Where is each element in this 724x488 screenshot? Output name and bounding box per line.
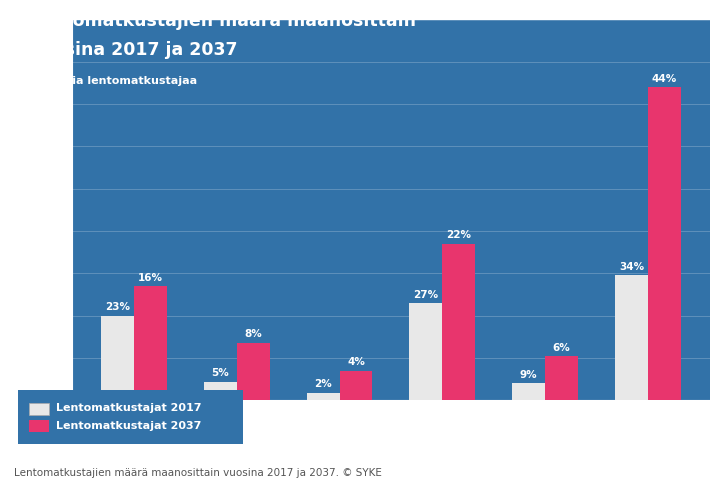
Bar <box>340 370 372 400</box>
Text: 2%: 2% <box>314 379 332 389</box>
Text: Miljardia lentomatkustajaa: Miljardia lentomatkustajaa <box>29 76 197 85</box>
Text: 8%: 8% <box>245 329 262 339</box>
Bar <box>237 343 270 400</box>
Text: 6%: 6% <box>552 343 571 353</box>
Text: 22%: 22% <box>446 230 471 240</box>
Text: 34%: 34% <box>619 262 644 272</box>
Text: 27%: 27% <box>413 289 439 300</box>
Text: 5%: 5% <box>211 368 230 378</box>
Text: 23%: 23% <box>105 302 130 312</box>
Text: 4%: 4% <box>347 357 365 367</box>
Bar <box>134 286 167 400</box>
Bar <box>648 87 681 400</box>
Text: 16%: 16% <box>138 273 163 283</box>
Bar <box>204 382 237 400</box>
Bar <box>545 356 578 400</box>
Bar <box>410 303 442 400</box>
Text: Lentomatkustajat 2017: Lentomatkustajat 2017 <box>56 404 202 413</box>
Text: Lentomatkustajat 2037: Lentomatkustajat 2037 <box>56 421 202 430</box>
Bar <box>442 244 475 400</box>
Bar <box>307 392 340 400</box>
Text: Lentomatkustajien määrä maanosittain: Lentomatkustajien määrä maanosittain <box>29 12 416 30</box>
Text: 9%: 9% <box>520 370 537 380</box>
Text: 44%: 44% <box>652 74 677 84</box>
Bar <box>101 316 134 400</box>
Bar <box>615 275 648 400</box>
Text: Lentomatkustajien määrä maanosittain vuosina 2017 ja 2037. © SYKE: Lentomatkustajien määrä maanosittain vuo… <box>14 468 382 478</box>
Bar <box>512 383 545 400</box>
Text: vuosina 2017 ja 2037: vuosina 2017 ja 2037 <box>29 41 237 60</box>
